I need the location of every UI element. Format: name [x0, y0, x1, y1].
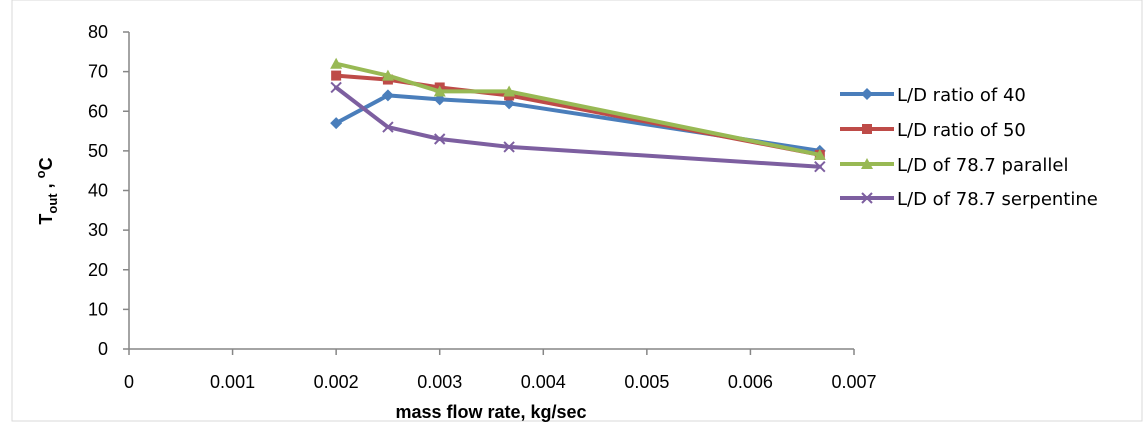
legend-label: L/D ratio of 40	[897, 85, 1026, 106]
x-axis-title: mass flow rate, kg/sec	[395, 402, 586, 422]
legend: L/D ratio of 40 L/D ratio of 50 L/D of 78.…	[840, 85, 1098, 210]
legend-entry: L/D of 78.7 parallel	[840, 155, 1069, 176]
y-tick-label: 50	[88, 141, 108, 161]
data-point	[330, 117, 343, 130]
axis-ticks: 0 0.001 0.002 0.003 0.004 0.005 0.006 0.007 0 10 2…	[88, 22, 877, 392]
data-point	[381, 89, 394, 102]
data-point	[813, 148, 826, 160]
legend-entry: L/D ratio of 40	[840, 85, 1026, 106]
axes	[128, 32, 854, 350]
data-point	[330, 81, 342, 94]
y-tick-label: 70	[88, 62, 108, 82]
legend-entry: L/D of 78.7 serpentine	[840, 189, 1098, 210]
x-tick-label: 0.001	[210, 372, 255, 392]
legend-entry: L/D ratio of 50	[840, 120, 1026, 141]
legend-marker	[862, 124, 872, 134]
data-point	[503, 85, 516, 97]
x-tick-label: 0.004	[521, 372, 566, 392]
y-axis-title-sub: out	[45, 193, 60, 214]
data-point	[503, 141, 515, 153]
chart-border	[11, 0, 1143, 422]
y-tick-label: 30	[88, 220, 108, 240]
x-marker-stroke	[382, 121, 394, 133]
y-axis-title: Tout , oC	[33, 157, 60, 224]
data-point	[330, 57, 343, 69]
plot-area	[330, 57, 826, 173]
data-point	[433, 85, 446, 97]
y-tick-label: 10	[88, 299, 108, 319]
y-tick-label: 80	[88, 22, 108, 42]
y-tick-label: 20	[88, 260, 108, 280]
y-tick-label: 60	[88, 101, 108, 121]
x-tick-label: 0.007	[831, 372, 876, 392]
data-point	[382, 121, 394, 133]
x-tick-label: 0.005	[624, 372, 669, 392]
x-tick-label: 0.006	[728, 372, 773, 392]
y-axis-title-main: T	[36, 214, 56, 225]
y-axis-title-suffix: ,	[36, 178, 56, 193]
legend-label: L/D of 78.7 serpentine	[897, 189, 1098, 210]
x-marker-stroke	[434, 133, 446, 145]
data-point	[331, 70, 342, 81]
x-tick-label: 0	[124, 372, 134, 392]
legend-marker	[861, 88, 873, 100]
legend-label: L/D ratio of 50	[897, 120, 1026, 141]
x-marker-stroke	[861, 192, 873, 204]
data-point	[434, 133, 446, 145]
x-tick-label: 0.002	[314, 372, 359, 392]
series-3	[330, 57, 826, 160]
x-tick-label: 0.003	[417, 372, 462, 392]
data-point	[381, 69, 394, 81]
x-marker-stroke	[814, 161, 826, 173]
legend-marker	[861, 192, 873, 204]
x-marker-stroke	[503, 141, 515, 153]
data-point	[814, 161, 826, 173]
legend-marker	[861, 158, 873, 169]
y-axis-title-sup: o	[33, 170, 48, 178]
x-marker-stroke	[330, 81, 342, 94]
legend-label: L/D of 78.7 parallel	[897, 155, 1069, 176]
y-tick-label: 0	[98, 339, 108, 359]
y-axis-title-unit: C	[36, 157, 56, 170]
y-tick-label: 40	[88, 181, 108, 201]
series-line	[334, 85, 822, 169]
series-1	[330, 89, 826, 157]
series-4	[330, 81, 826, 173]
